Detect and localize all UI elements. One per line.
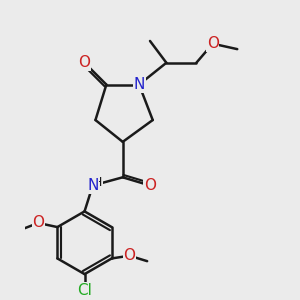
Text: O: O bbox=[79, 55, 91, 70]
Text: Cl: Cl bbox=[77, 283, 92, 298]
Text: O: O bbox=[144, 178, 156, 193]
Text: O: O bbox=[123, 248, 135, 263]
Text: N: N bbox=[134, 77, 145, 92]
Text: H: H bbox=[93, 176, 102, 189]
Text: O: O bbox=[32, 215, 44, 230]
Text: O: O bbox=[207, 36, 219, 51]
Text: N: N bbox=[87, 178, 98, 193]
